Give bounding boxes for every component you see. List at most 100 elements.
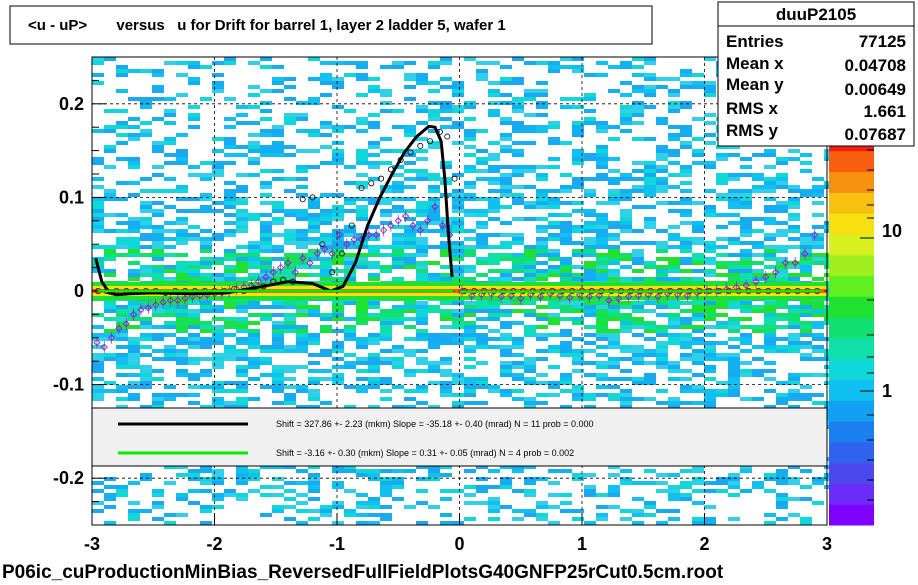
heatmap-cell xyxy=(536,357,548,361)
heatmap-cell xyxy=(512,57,524,61)
heatmap-cell xyxy=(476,225,488,229)
heatmap-cell xyxy=(632,333,644,337)
heatmap-cell xyxy=(320,93,332,97)
heatmap-cell xyxy=(608,257,620,261)
heatmap-cell xyxy=(248,313,260,317)
heatmap-cell xyxy=(332,237,344,241)
heatmap-cell xyxy=(116,333,128,337)
heatmap-cell xyxy=(500,485,512,489)
heatmap-cell xyxy=(368,501,380,505)
heatmap-cell xyxy=(692,353,704,357)
heatmap-cell xyxy=(500,137,512,141)
heatmap-cell xyxy=(284,465,296,469)
stats-value-rms-y: 0.07687 xyxy=(845,125,906,144)
heatmap-cell xyxy=(440,85,452,89)
heatmap-cell xyxy=(464,385,476,389)
heatmap-cell xyxy=(764,181,776,185)
heatmap-cell xyxy=(632,317,644,321)
heatmap-cell xyxy=(668,473,680,477)
heatmap-cell xyxy=(380,349,392,353)
heatmap-cell xyxy=(488,497,500,501)
heatmap-cell xyxy=(512,121,524,125)
heatmap-cell xyxy=(500,313,512,317)
heatmap-cell xyxy=(296,345,308,349)
heatmap-cell xyxy=(440,105,452,109)
heatmap-cell xyxy=(668,185,680,189)
heatmap-cell xyxy=(188,385,200,389)
heatmap-cell xyxy=(236,329,248,333)
heatmap-cell xyxy=(560,241,572,245)
heatmap-cell xyxy=(140,385,152,389)
heatmap-cell xyxy=(488,337,500,341)
heatmap-cell xyxy=(752,357,764,361)
heatmap-cell xyxy=(140,381,152,385)
heatmap-cell xyxy=(176,161,188,165)
heatmap-cell xyxy=(632,309,644,313)
heatmap-cell xyxy=(332,241,344,245)
heatmap-cell xyxy=(344,197,356,201)
heatmap-cell xyxy=(680,105,692,109)
heatmap-cell xyxy=(128,517,140,521)
heatmap-cell xyxy=(356,209,368,213)
heatmap-cell xyxy=(572,253,584,257)
heatmap-cell xyxy=(476,169,488,173)
heatmap-cell xyxy=(668,209,680,213)
heatmap-cell xyxy=(152,141,164,145)
heatmap-cell xyxy=(188,321,200,325)
heatmap-cell xyxy=(272,333,284,337)
heatmap-cell xyxy=(464,145,476,149)
heatmap-cell xyxy=(380,201,392,205)
heatmap-cell xyxy=(116,73,128,77)
heatmap-cell xyxy=(440,317,452,321)
heatmap-cell xyxy=(224,253,236,257)
heatmap-cell xyxy=(596,233,608,237)
heatmap-cell xyxy=(512,153,524,157)
heatmap-cell xyxy=(560,329,572,333)
heatmap-cell xyxy=(368,473,380,477)
heatmap-cell xyxy=(368,261,380,265)
heatmap-cell xyxy=(812,373,824,377)
heatmap-cell xyxy=(800,385,812,389)
fit-black xyxy=(94,124,454,297)
heatmap-cell xyxy=(308,77,320,81)
heatmap-cell xyxy=(800,237,812,241)
heatmap-cell xyxy=(776,401,788,405)
heatmap-cell xyxy=(296,169,308,173)
heatmap-cell xyxy=(656,269,668,273)
heatmap-cell xyxy=(224,325,236,329)
heatmap-cell xyxy=(272,349,284,353)
heatmap-cell xyxy=(608,341,620,345)
heatmap-cell xyxy=(116,405,128,409)
heatmap-cell xyxy=(476,233,488,237)
heatmap-cell xyxy=(368,333,380,337)
heatmap-cell xyxy=(104,193,116,197)
heatmap-cell xyxy=(440,341,452,345)
heatmap-cell xyxy=(92,385,104,389)
heatmap-cell xyxy=(332,381,344,385)
heatmap-cell xyxy=(212,161,224,165)
x-tick-label: 3 xyxy=(822,534,832,554)
heatmap-cell xyxy=(452,141,464,145)
heatmap-cell xyxy=(488,261,500,265)
heatmap-cell xyxy=(164,277,176,281)
heatmap-cell xyxy=(548,65,560,69)
heatmap-cell xyxy=(464,401,476,405)
heatmap-cell xyxy=(464,485,476,489)
heatmap-cell xyxy=(584,153,596,157)
heatmap-cell xyxy=(524,141,536,145)
heatmap-cell xyxy=(284,121,296,125)
heatmap-cell xyxy=(92,357,104,361)
heatmap-cell xyxy=(176,341,188,345)
heatmap-cell xyxy=(560,269,572,273)
heatmap-cell xyxy=(368,225,380,229)
heatmap-cell xyxy=(140,321,152,325)
heatmap-cell xyxy=(608,125,620,129)
heatmap-cell xyxy=(416,245,428,249)
heatmap-cell xyxy=(788,205,800,209)
heatmap-cell xyxy=(176,189,188,193)
heatmap-cell xyxy=(800,301,812,305)
heatmap-cell xyxy=(596,313,608,317)
heatmap-cell xyxy=(692,305,704,309)
heatmap-cell xyxy=(632,185,644,189)
heatmap-cell xyxy=(344,469,356,473)
